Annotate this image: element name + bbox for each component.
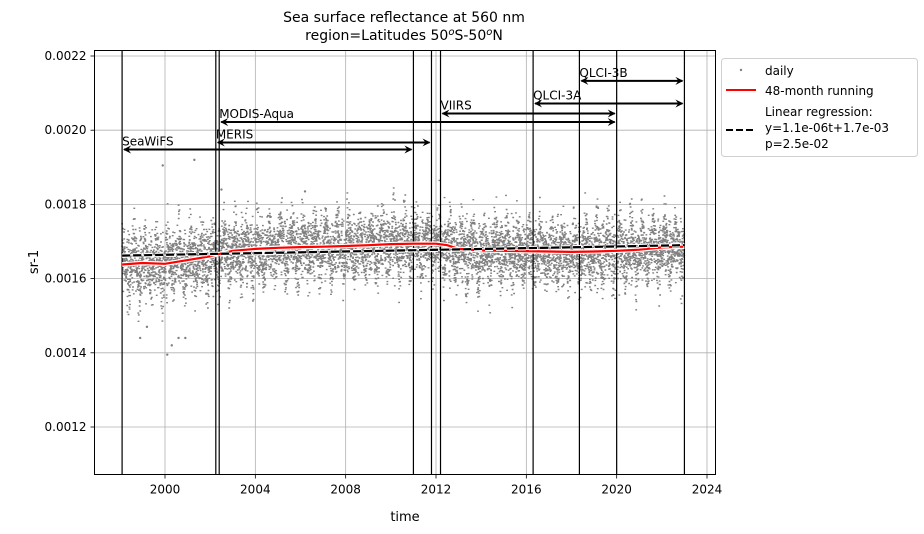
x-tick-label: 2024	[692, 483, 723, 497]
chart-title: Sea surface reflectance at 560 nm	[283, 10, 525, 26]
legend: daily 48-month running Linear regression…	[721, 58, 918, 157]
legend-regression-label-2: y=1.1e-06t+1.7e-03	[765, 121, 889, 135]
sensor-label: QLCI-3B	[579, 66, 627, 80]
plot-frame	[94, 50, 716, 475]
y-tick-label: 0.0016	[45, 272, 87, 286]
sensor-annotations: SeaWiFS MERIS MODIS-Aqua VIIRS QLCI-3A QLCI-3…	[122, 66, 684, 154]
sensor-label: MERIS	[216, 127, 253, 141]
y-tick-label: 0.0020	[45, 123, 87, 137]
daily-point	[145, 325, 149, 329]
legend-daily-marker	[739, 68, 743, 72]
y-tick-label: 0.0022	[45, 49, 87, 63]
x-tick-label: 2000	[150, 483, 181, 497]
x-tick-label: 2020	[601, 483, 632, 497]
y-tick-label: 0.0014	[45, 346, 87, 360]
y-tick-label: 0.0018	[45, 197, 87, 211]
x-tick-label: 2008	[330, 483, 361, 497]
daily-point	[177, 336, 180, 340]
legend-running-label: 48-month running	[765, 84, 874, 98]
legend-regression-label-1: Linear regression:	[765, 105, 873, 119]
y-axis: 0.0012 0.0014 0.0016 0.0018 0.0020 0.0022	[45, 49, 95, 434]
sensor-label: QLCI-3A	[533, 88, 582, 102]
x-axis: 2000 2004 2008 2012 2016 2020 2024	[150, 474, 723, 497]
daily-point	[220, 188, 223, 191]
y-axis-label: sr-1	[27, 250, 42, 274]
daily-point	[170, 344, 173, 347]
series-lines	[121, 241, 685, 267]
sensor-label: VIIRS	[441, 99, 472, 113]
y-tick-label: 0.0012	[45, 420, 87, 434]
x-tick-label: 2016	[511, 483, 542, 497]
daily-point	[193, 158, 196, 162]
daily-point	[166, 353, 169, 356]
daily-point	[138, 336, 142, 340]
chart-subtitle: region=Latitudes 50oS-50oN	[305, 27, 503, 44]
sensor-label: SeaWiFS	[122, 134, 174, 148]
legend-daily-label: daily	[765, 64, 794, 78]
legend-regression-label-3: p=2.5e-02	[765, 137, 829, 151]
x-tick-label: 2012	[421, 483, 452, 497]
daily-point	[161, 164, 164, 167]
legend-box	[721, 58, 918, 157]
x-axis-label: time	[390, 510, 419, 525]
daily-point	[184, 336, 187, 340]
regression-line	[122, 244, 685, 257]
x-tick-label: 2004	[240, 483, 271, 497]
sensor-label: MODIS-Aqua	[219, 107, 294, 121]
daily-point	[303, 190, 307, 193]
